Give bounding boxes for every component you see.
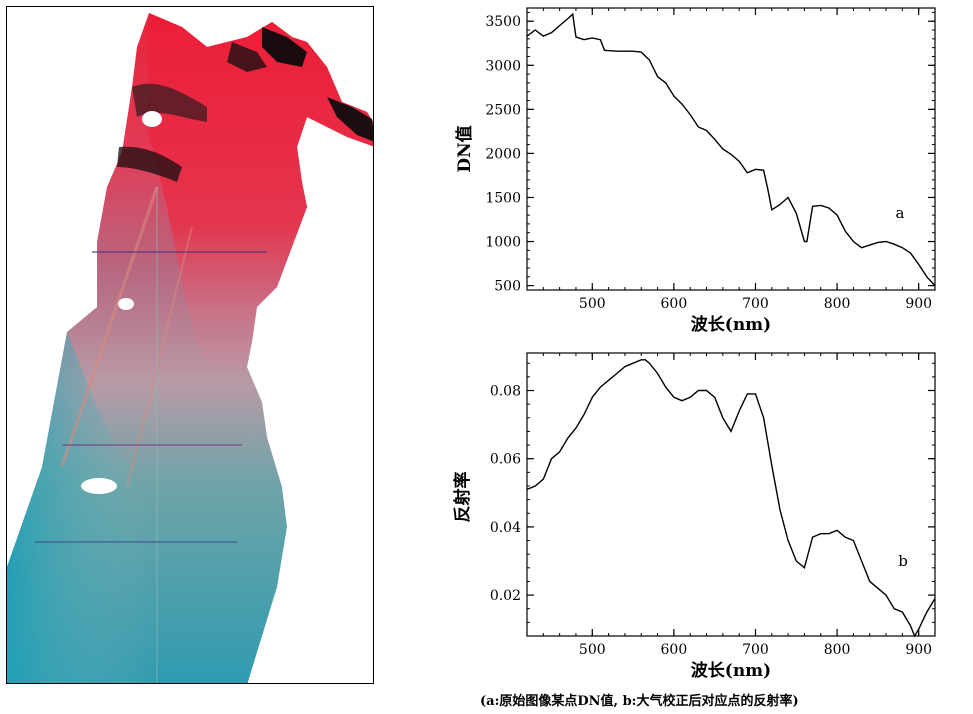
x-tick-label: 900 — [905, 296, 932, 312]
x-tick-label: 600 — [661, 642, 688, 658]
y-tick-label: 0.08 — [490, 384, 521, 400]
x-axis-label: 波长(nm) — [691, 660, 771, 681]
x-tick-label: 800 — [824, 642, 851, 658]
x-tick-label: 800 — [824, 296, 851, 312]
y-tick-label: 0.06 — [490, 452, 521, 468]
x-tick-label: 700 — [742, 296, 769, 312]
chart-b: 500 600 700 800 900 0.02 0.04 0.06 0.08 b 波长(nm)… — [440, 345, 973, 690]
x-tick-label: 900 — [905, 642, 932, 658]
y-tick-label: 3000 — [485, 58, 521, 74]
x-tick-label: 700 — [742, 642, 769, 658]
y-tick-label: 500 — [494, 279, 521, 295]
y-tick-label: 1500 — [485, 190, 521, 206]
chart-a: 500 600 700 800 900 500 1000 1500 2000 2500 3000 35… — [440, 0, 973, 345]
panel-label-a: a — [896, 204, 905, 222]
x-axis-label: 波长(nm) — [691, 314, 771, 335]
y-tick-label: 1000 — [485, 235, 521, 251]
plot-area-frame — [526, 352, 936, 637]
y-tick-label: 0.04 — [490, 520, 521, 536]
y-tick-label: 2000 — [485, 146, 521, 162]
dn-value-chart: 500 600 700 800 900 500 1000 1500 2000 2500 3000 35… — [454, 7, 936, 335]
x-tick-label: 500 — [579, 296, 606, 312]
x-tick-label: 600 — [661, 296, 688, 312]
y-tick-label: 3500 — [485, 14, 521, 30]
y-tick-label: 2500 — [485, 102, 521, 118]
y-axis-label: 反射率 — [452, 472, 473, 523]
series-line — [526, 359, 936, 638]
plot-area-frame — [526, 7, 936, 291]
y-tick-label: 0.02 — [490, 588, 521, 604]
figure-caption: (a:原始图像某点DN值, b:大气校正后对应点的反射率) — [480, 694, 799, 709]
reflectance-chart: 500 600 700 800 900 0.02 0.04 0.06 0.08 b 波长(nm)… — [452, 352, 936, 681]
satellite-image-panel — [6, 6, 374, 684]
y-axis-label: DN值 — [454, 125, 475, 172]
series-line — [526, 12, 936, 287]
panel-label-b: b — [898, 552, 908, 570]
x-tick-label: 500 — [579, 642, 606, 658]
false-color-satellite-image — [7, 13, 373, 683]
